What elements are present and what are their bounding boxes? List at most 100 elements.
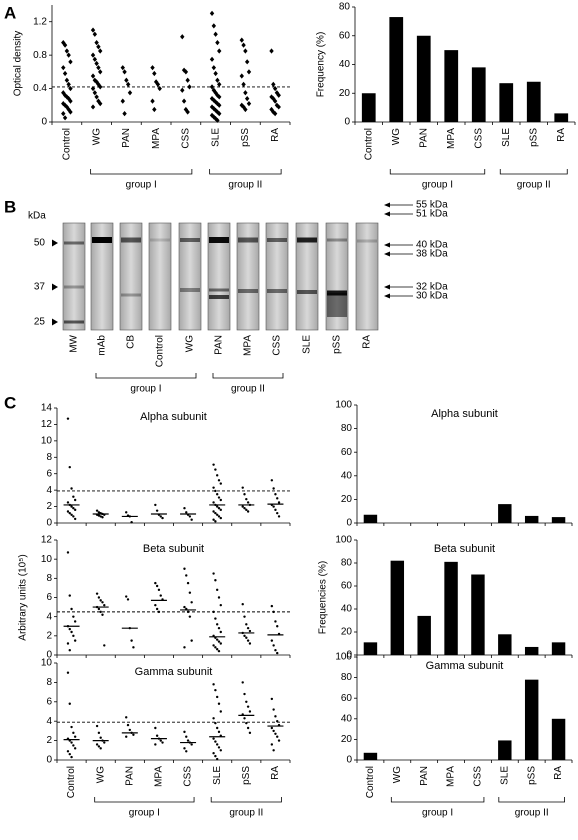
blot-lane — [119, 222, 143, 331]
band-arrowhead — [384, 293, 390, 299]
band-arrowhead — [384, 242, 390, 248]
data-point — [125, 735, 128, 738]
blot-band — [121, 293, 141, 297]
data-point — [217, 702, 221, 705]
group-label: group II — [228, 180, 262, 191]
data-point — [212, 486, 215, 489]
data-point — [73, 735, 77, 738]
data-point — [214, 721, 217, 725]
y-tick-label: 40 — [341, 604, 353, 615]
data-point — [241, 505, 244, 508]
data-point — [90, 73, 96, 79]
data-point — [157, 610, 161, 614]
data-point — [212, 717, 215, 720]
y-tick-label: 20 — [341, 734, 353, 745]
data-point — [68, 752, 71, 756]
data-point — [99, 747, 102, 750]
data-point — [215, 648, 219, 651]
data-point — [154, 581, 157, 585]
blot-band — [92, 237, 112, 243]
data-point — [120, 65, 125, 71]
data-point — [94, 60, 99, 67]
data-point — [62, 115, 68, 121]
data-point — [99, 610, 102, 614]
data-point — [94, 94, 99, 100]
data-point — [155, 81, 161, 87]
data-point — [70, 505, 73, 508]
band-arrowhead — [384, 202, 390, 208]
data-point — [215, 505, 219, 508]
data-point — [98, 84, 103, 90]
blot-band — [267, 238, 287, 242]
bar — [524, 679, 539, 760]
x-tick-label: CSS — [473, 128, 484, 149]
data-point — [241, 603, 244, 606]
data-point — [72, 634, 75, 638]
data-point — [185, 109, 190, 115]
group-label: group I — [130, 384, 161, 395]
blot-band — [297, 237, 317, 243]
y-tick-label: 10 — [41, 554, 53, 565]
data-point — [150, 98, 155, 104]
data-point — [243, 507, 246, 510]
band-label: 32 kDa — [416, 282, 448, 293]
y-tick-label: 8 — [46, 452, 52, 463]
lane-label: CSS — [272, 335, 283, 356]
data-point — [150, 65, 155, 71]
data-point — [103, 603, 106, 607]
lane-label: pSS — [332, 335, 343, 354]
panel-label: C — [4, 393, 16, 412]
data-point — [245, 497, 248, 501]
x-tick-label: MPA — [154, 766, 165, 787]
band-label: 51 kDa — [416, 209, 448, 220]
panel-label: B — [4, 197, 16, 216]
data-point — [215, 588, 219, 592]
y-tick-label: 40 — [339, 59, 351, 70]
group-bracket — [95, 373, 197, 379]
data-point — [155, 607, 159, 611]
data-point — [239, 37, 244, 43]
data-point — [97, 596, 101, 599]
data-point — [159, 594, 162, 597]
data-point — [246, 639, 250, 642]
data-point — [213, 70, 218, 77]
data-point — [70, 741, 73, 744]
data-point — [274, 620, 277, 623]
data-point — [66, 81, 71, 87]
lane-label: MPA — [243, 335, 254, 356]
lane-label: Control — [155, 335, 166, 367]
data-point — [246, 101, 252, 107]
band-arrowhead — [384, 251, 390, 257]
data-point — [185, 750, 188, 753]
data-point — [217, 496, 221, 499]
y-tick-label: 0 — [344, 117, 350, 128]
bar — [471, 574, 485, 655]
data-point — [61, 65, 66, 71]
data-point — [186, 610, 190, 614]
y-tick-label: 100 — [335, 652, 352, 663]
data-point — [152, 106, 157, 113]
data-point — [245, 508, 248, 512]
data-point — [95, 509, 99, 512]
x-tick-label: WG — [95, 766, 106, 783]
data-point — [211, 23, 217, 29]
x-tick-label: pSS — [241, 766, 252, 785]
y-tick-label: 0.8 — [33, 50, 47, 61]
data-point — [217, 640, 221, 643]
x-tick-label: PAN — [418, 128, 429, 148]
y-tick-label: 0 — [346, 755, 352, 766]
x-tick-label: MPA — [151, 128, 162, 149]
data-point — [120, 98, 125, 104]
data-point — [72, 515, 75, 518]
data-point — [73, 517, 77, 521]
data-point — [209, 84, 215, 90]
band-label: 55 kDa — [416, 200, 448, 211]
x-tick-label: CSS — [473, 766, 484, 787]
y-tick-label: 4 — [46, 485, 52, 496]
data-point — [214, 489, 217, 493]
y-tick-label: 20 — [339, 88, 351, 99]
data-point — [219, 508, 222, 512]
blot-band — [267, 289, 287, 293]
data-point — [90, 85, 96, 92]
data-point — [161, 516, 164, 520]
